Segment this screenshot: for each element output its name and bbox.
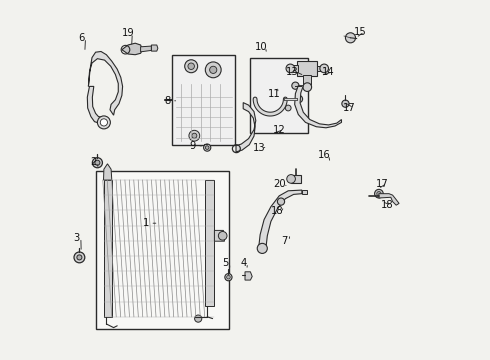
Circle shape — [210, 66, 217, 73]
Text: 13: 13 — [253, 143, 266, 153]
Text: 10: 10 — [255, 42, 268, 52]
Text: 4: 4 — [240, 258, 246, 268]
Polygon shape — [87, 86, 104, 123]
Circle shape — [374, 189, 383, 198]
Circle shape — [286, 64, 294, 73]
Polygon shape — [88, 51, 122, 115]
Circle shape — [219, 231, 227, 240]
Circle shape — [285, 105, 291, 111]
Circle shape — [225, 274, 232, 281]
Circle shape — [292, 82, 299, 89]
Text: 20: 20 — [273, 179, 286, 189]
Polygon shape — [302, 190, 307, 194]
Circle shape — [227, 275, 230, 279]
Polygon shape — [297, 61, 317, 76]
Circle shape — [188, 63, 195, 69]
Circle shape — [95, 160, 100, 165]
Circle shape — [185, 60, 197, 73]
Circle shape — [342, 100, 349, 107]
Polygon shape — [317, 66, 322, 71]
Polygon shape — [291, 175, 301, 183]
Circle shape — [195, 315, 202, 322]
Polygon shape — [205, 180, 215, 306]
Polygon shape — [122, 43, 143, 55]
Circle shape — [205, 146, 209, 149]
Text: 17: 17 — [343, 103, 356, 113]
Text: 11: 11 — [268, 89, 280, 99]
Circle shape — [77, 255, 82, 260]
Circle shape — [189, 130, 200, 141]
Text: 8: 8 — [165, 96, 171, 106]
Circle shape — [100, 119, 107, 126]
Circle shape — [303, 83, 312, 91]
Polygon shape — [103, 180, 112, 317]
Polygon shape — [103, 164, 112, 180]
Polygon shape — [215, 230, 224, 241]
Text: 3: 3 — [74, 233, 80, 243]
Polygon shape — [141, 46, 151, 52]
Circle shape — [257, 243, 268, 253]
Circle shape — [192, 133, 197, 138]
Polygon shape — [303, 75, 311, 85]
Polygon shape — [292, 65, 298, 72]
Circle shape — [295, 95, 303, 103]
Text: 7: 7 — [281, 236, 288, 246]
Bar — [172, 55, 235, 145]
Text: 14: 14 — [321, 67, 334, 77]
Text: 13: 13 — [286, 67, 298, 77]
Polygon shape — [236, 103, 256, 152]
Circle shape — [74, 252, 85, 263]
Text: 1: 1 — [143, 218, 149, 228]
Circle shape — [377, 192, 381, 196]
Polygon shape — [379, 194, 399, 205]
Circle shape — [345, 33, 356, 43]
Text: 19: 19 — [122, 28, 134, 38]
Bar — [250, 58, 308, 133]
Circle shape — [92, 158, 102, 168]
Text: 17: 17 — [375, 179, 388, 189]
Text: 9: 9 — [190, 141, 196, 151]
Polygon shape — [151, 45, 158, 51]
Text: 12: 12 — [273, 125, 286, 135]
Bar — [96, 171, 229, 329]
Text: 16: 16 — [318, 150, 331, 160]
Text: 6: 6 — [78, 33, 84, 43]
Polygon shape — [259, 190, 302, 248]
Polygon shape — [245, 272, 252, 280]
Circle shape — [277, 198, 285, 205]
Text: 5: 5 — [222, 258, 228, 268]
Text: 2: 2 — [90, 157, 96, 167]
Text: 18: 18 — [381, 200, 393, 210]
Circle shape — [320, 64, 328, 73]
Polygon shape — [294, 86, 342, 128]
Circle shape — [205, 62, 221, 78]
Circle shape — [287, 175, 295, 183]
Circle shape — [98, 116, 110, 129]
Circle shape — [204, 144, 211, 151]
Text: 15: 15 — [354, 27, 367, 37]
Text: 18: 18 — [271, 206, 284, 216]
